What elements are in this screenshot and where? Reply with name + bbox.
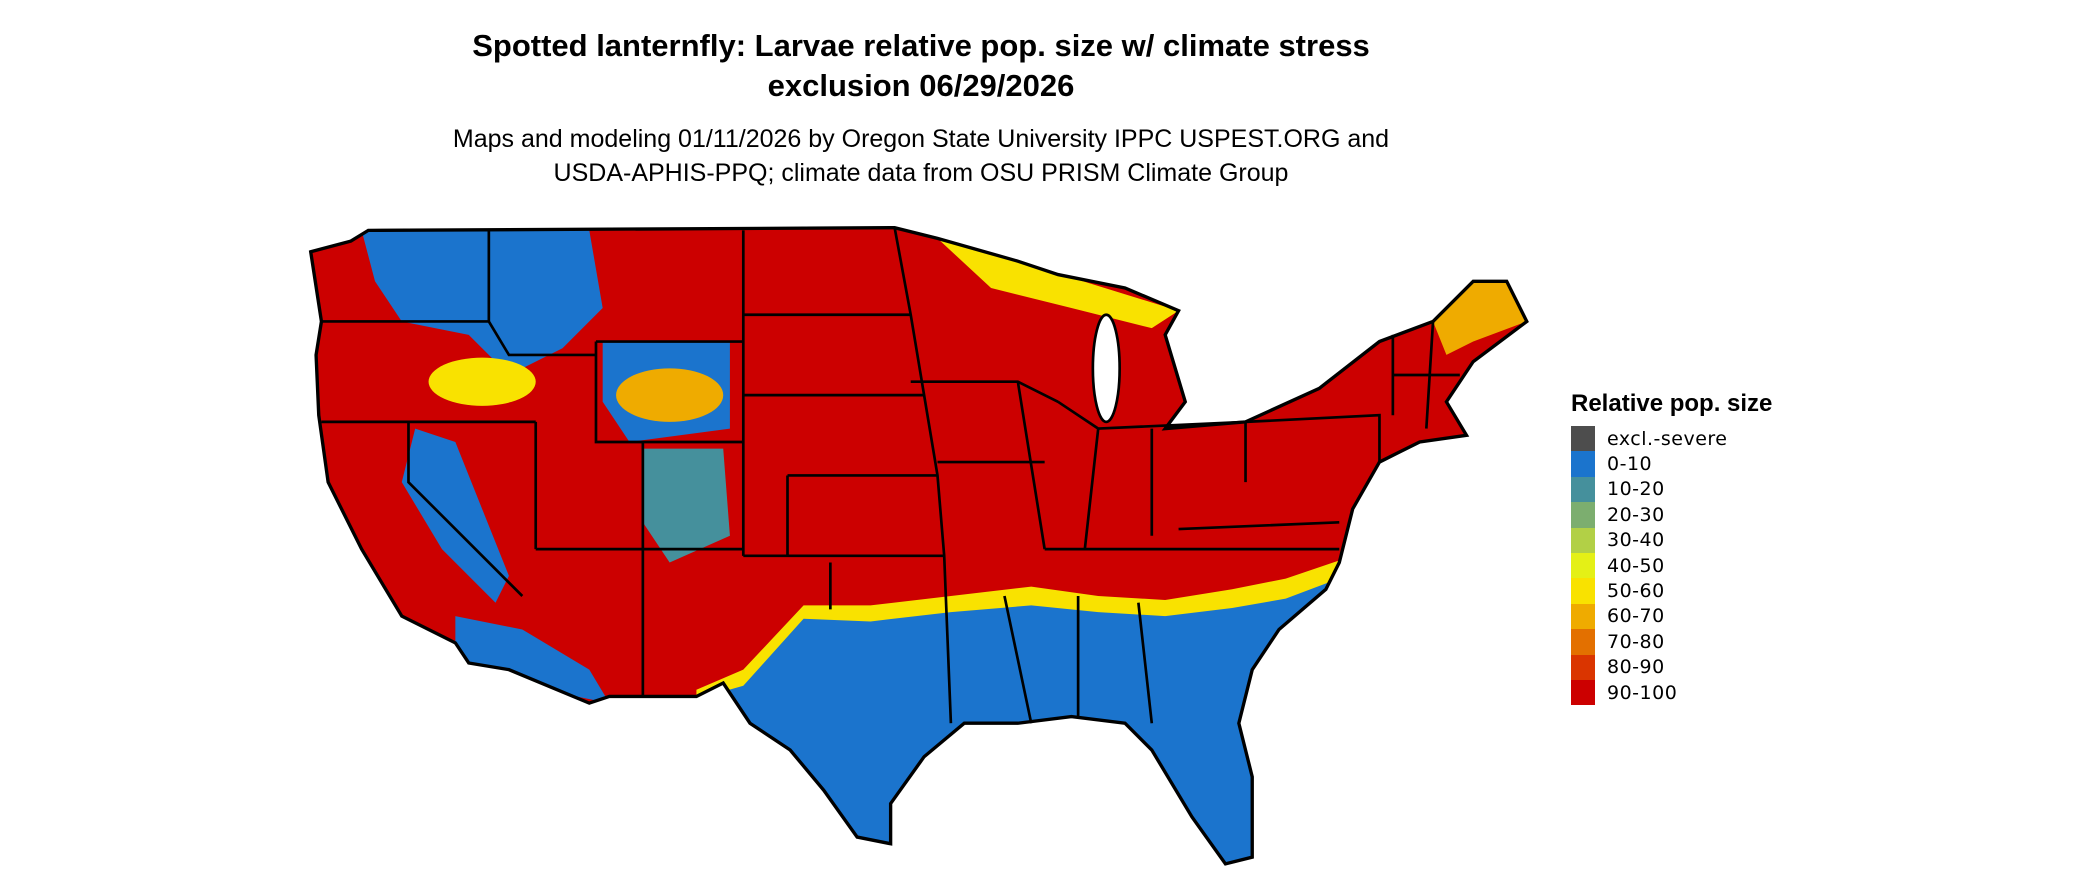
legend-swatch xyxy=(1571,603,1595,630)
legend-item: 90-100 xyxy=(1571,679,1772,706)
legend-item: 60-70 xyxy=(1571,603,1772,630)
lake-michigan xyxy=(1091,313,1121,424)
legend-item: 80-90 xyxy=(1571,654,1772,680)
legend-item: 30-40 xyxy=(1571,527,1772,553)
legend-label: 90-100 xyxy=(1607,681,1678,704)
region-southwest-blue xyxy=(455,616,610,704)
legend-label: 30-40 xyxy=(1607,529,1665,552)
region-north-fringe xyxy=(937,238,1179,329)
legend-swatch xyxy=(1571,552,1595,579)
region-wyoming-yellow xyxy=(616,368,724,422)
legend-item: 40-50 xyxy=(1571,552,1772,579)
legend-swatch xyxy=(1571,527,1595,553)
legend-title: Relative pop. size xyxy=(1571,390,1773,417)
region-nevada-blue xyxy=(401,428,509,603)
state-borders xyxy=(321,227,1460,724)
legend-label: 10-20 xyxy=(1607,478,1665,501)
legend-item: 50-60 xyxy=(1571,578,1772,604)
legend-label: 20-30 xyxy=(1607,503,1665,526)
legend: Relative pop. size excl.-severe 0-10 10-20… xyxy=(1571,390,1773,706)
legend-label: excl.-severe xyxy=(1607,427,1728,450)
legend-item: 0-10 xyxy=(1571,451,1772,477)
region-colorado-blue xyxy=(642,448,730,563)
legend-swatch xyxy=(1571,654,1595,680)
region-west-yellow xyxy=(428,357,536,406)
legend-item: 10-20 xyxy=(1571,476,1772,503)
legend-swatch xyxy=(1571,426,1595,452)
map-subtitle-line2: USDA-APHIS-PPQ; climate data from OSU PR… xyxy=(553,159,1289,187)
legend-item: 20-30 xyxy=(1571,502,1772,528)
legend-swatch xyxy=(1571,679,1595,706)
region-west-blue-1 xyxy=(361,230,603,376)
map-subtitle-line1: Maps and modeling 01/11/2026 by Oregon S… xyxy=(452,125,1390,153)
legend-label: 40-50 xyxy=(1607,554,1665,577)
legend-item: 70-80 xyxy=(1571,629,1772,655)
legend-label: 50-60 xyxy=(1607,580,1665,603)
legend-swatch xyxy=(1571,451,1595,477)
legend-label: 60-70 xyxy=(1607,605,1665,628)
map-title-line1: Spotted lanternfly: Larvae relative pop.… xyxy=(472,28,1370,63)
legend-label: 0-10 xyxy=(1607,453,1653,476)
legend-item: excl.-severe xyxy=(1571,426,1772,452)
legend-label: 80-90 xyxy=(1607,656,1665,679)
legend-swatch xyxy=(1571,578,1595,604)
legend-swatch xyxy=(1571,502,1595,528)
legend-swatch xyxy=(1571,476,1595,503)
map-title-line2: exclusion 06/29/2026 xyxy=(767,68,1075,103)
legend-swatch xyxy=(1571,629,1595,655)
legend-label: 70-80 xyxy=(1607,630,1665,653)
